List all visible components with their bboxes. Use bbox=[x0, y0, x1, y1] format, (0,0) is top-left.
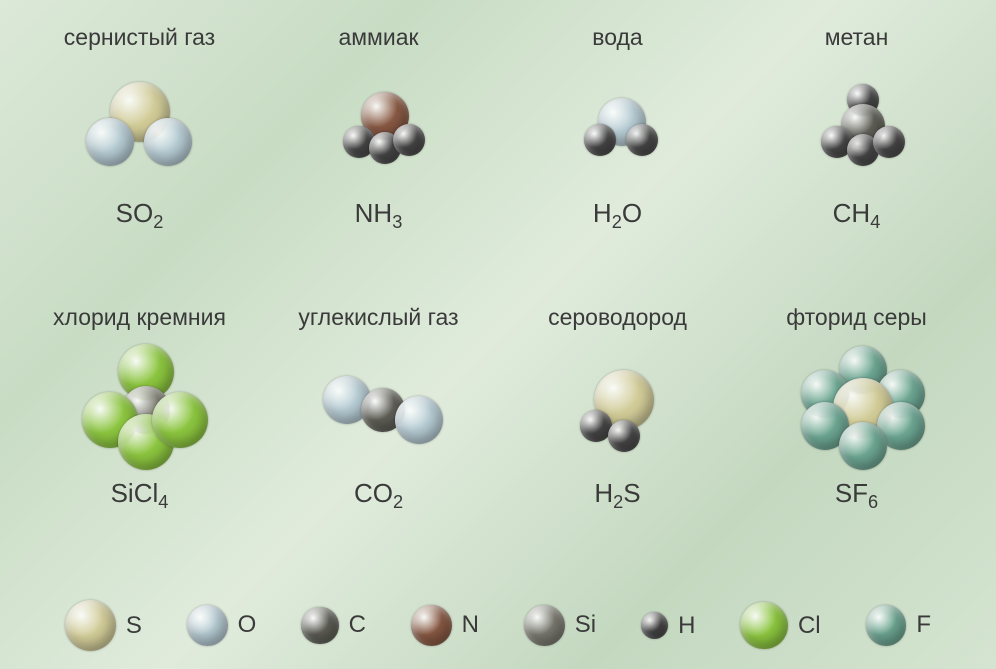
molecule-model bbox=[767, 344, 947, 474]
legend-item-f: F bbox=[866, 605, 931, 646]
legend-item-h: H bbox=[641, 612, 696, 640]
molecule-formula: H2O bbox=[593, 198, 642, 233]
atom-h bbox=[626, 124, 658, 156]
molecule-name: сернистый газ bbox=[64, 10, 215, 64]
legend-item-c: C bbox=[301, 607, 366, 644]
legend-label: F bbox=[916, 611, 931, 639]
molecule-h2s: сероводород H2S bbox=[498, 290, 737, 570]
atom-f bbox=[839, 422, 887, 470]
element-legend: S O C N Si H Cl F bbox=[0, 600, 996, 651]
atom-h bbox=[641, 612, 668, 639]
molecule-formula: H2S bbox=[594, 478, 640, 513]
atom-cl bbox=[740, 602, 788, 650]
molecule-formula: NH3 bbox=[355, 198, 403, 233]
atom-h bbox=[393, 124, 425, 156]
molecule-name: аммиак bbox=[338, 10, 418, 64]
molecule-name: метан bbox=[825, 10, 889, 64]
legend-label: Si bbox=[575, 611, 596, 639]
molecule-model bbox=[50, 64, 230, 194]
molecule-name: углекислый газ bbox=[298, 290, 458, 344]
legend-label: H bbox=[678, 612, 695, 640]
atom-o bbox=[187, 605, 228, 646]
molecule-sicl4: хлорид кремния SiCl4 bbox=[20, 290, 259, 570]
molecule-h2o: вода H2O bbox=[498, 10, 737, 290]
molecule-name: хлорид кремния bbox=[53, 290, 226, 344]
molecule-model bbox=[528, 64, 708, 194]
legend-label: Cl bbox=[798, 612, 821, 640]
atom-n bbox=[411, 605, 452, 646]
molecule-name: фторид серы bbox=[786, 290, 927, 344]
atom-c bbox=[301, 607, 338, 644]
legend-label: C bbox=[349, 611, 366, 639]
molecule-name: сероводород bbox=[548, 290, 687, 344]
legend-label: O bbox=[238, 611, 257, 639]
molecule-name: вода bbox=[592, 10, 642, 64]
molecule-nh3: аммиак NH3 bbox=[259, 10, 498, 290]
legend-item-s: S bbox=[65, 600, 142, 651]
molecule-model bbox=[289, 344, 469, 474]
molecule-co2: углекислый газ CO2 bbox=[259, 290, 498, 570]
atom-h bbox=[608, 420, 640, 452]
molecule-sf6: фторид серы SF6 bbox=[737, 290, 976, 570]
atom-h bbox=[584, 124, 616, 156]
legend-item-n: N bbox=[411, 605, 479, 646]
molecule-grid: сернистый газ SO2 аммиак NH3 вода H2O метан CH4… bbox=[0, 0, 996, 570]
atom-o bbox=[144, 118, 192, 166]
molecule-ch4: метан CH4 bbox=[737, 10, 976, 290]
legend-item-o: O bbox=[187, 605, 256, 646]
atom-cl bbox=[152, 392, 208, 448]
molecule-formula: SO2 bbox=[116, 198, 164, 233]
molecule-model bbox=[767, 64, 947, 194]
molecule-formula: CO2 bbox=[354, 478, 403, 513]
molecule-model bbox=[528, 344, 708, 474]
legend-label: N bbox=[462, 611, 479, 639]
legend-item-cl: Cl bbox=[740, 602, 820, 650]
molecule-formula: SiCl4 bbox=[111, 478, 169, 513]
atom-si bbox=[524, 605, 565, 646]
atom-o bbox=[86, 118, 134, 166]
molecule-so2: сернистый газ SO2 bbox=[20, 10, 259, 290]
molecule-formula: CH4 bbox=[833, 198, 881, 233]
molecule-model bbox=[50, 344, 230, 474]
atom-h bbox=[873, 126, 905, 158]
atom-s bbox=[65, 600, 116, 651]
legend-item-si: Si bbox=[524, 605, 596, 646]
molecule-model bbox=[289, 64, 469, 194]
molecule-formula: SF6 bbox=[835, 478, 878, 513]
atom-o bbox=[395, 396, 443, 444]
atom-f bbox=[866, 605, 907, 646]
legend-label: S bbox=[126, 612, 142, 640]
